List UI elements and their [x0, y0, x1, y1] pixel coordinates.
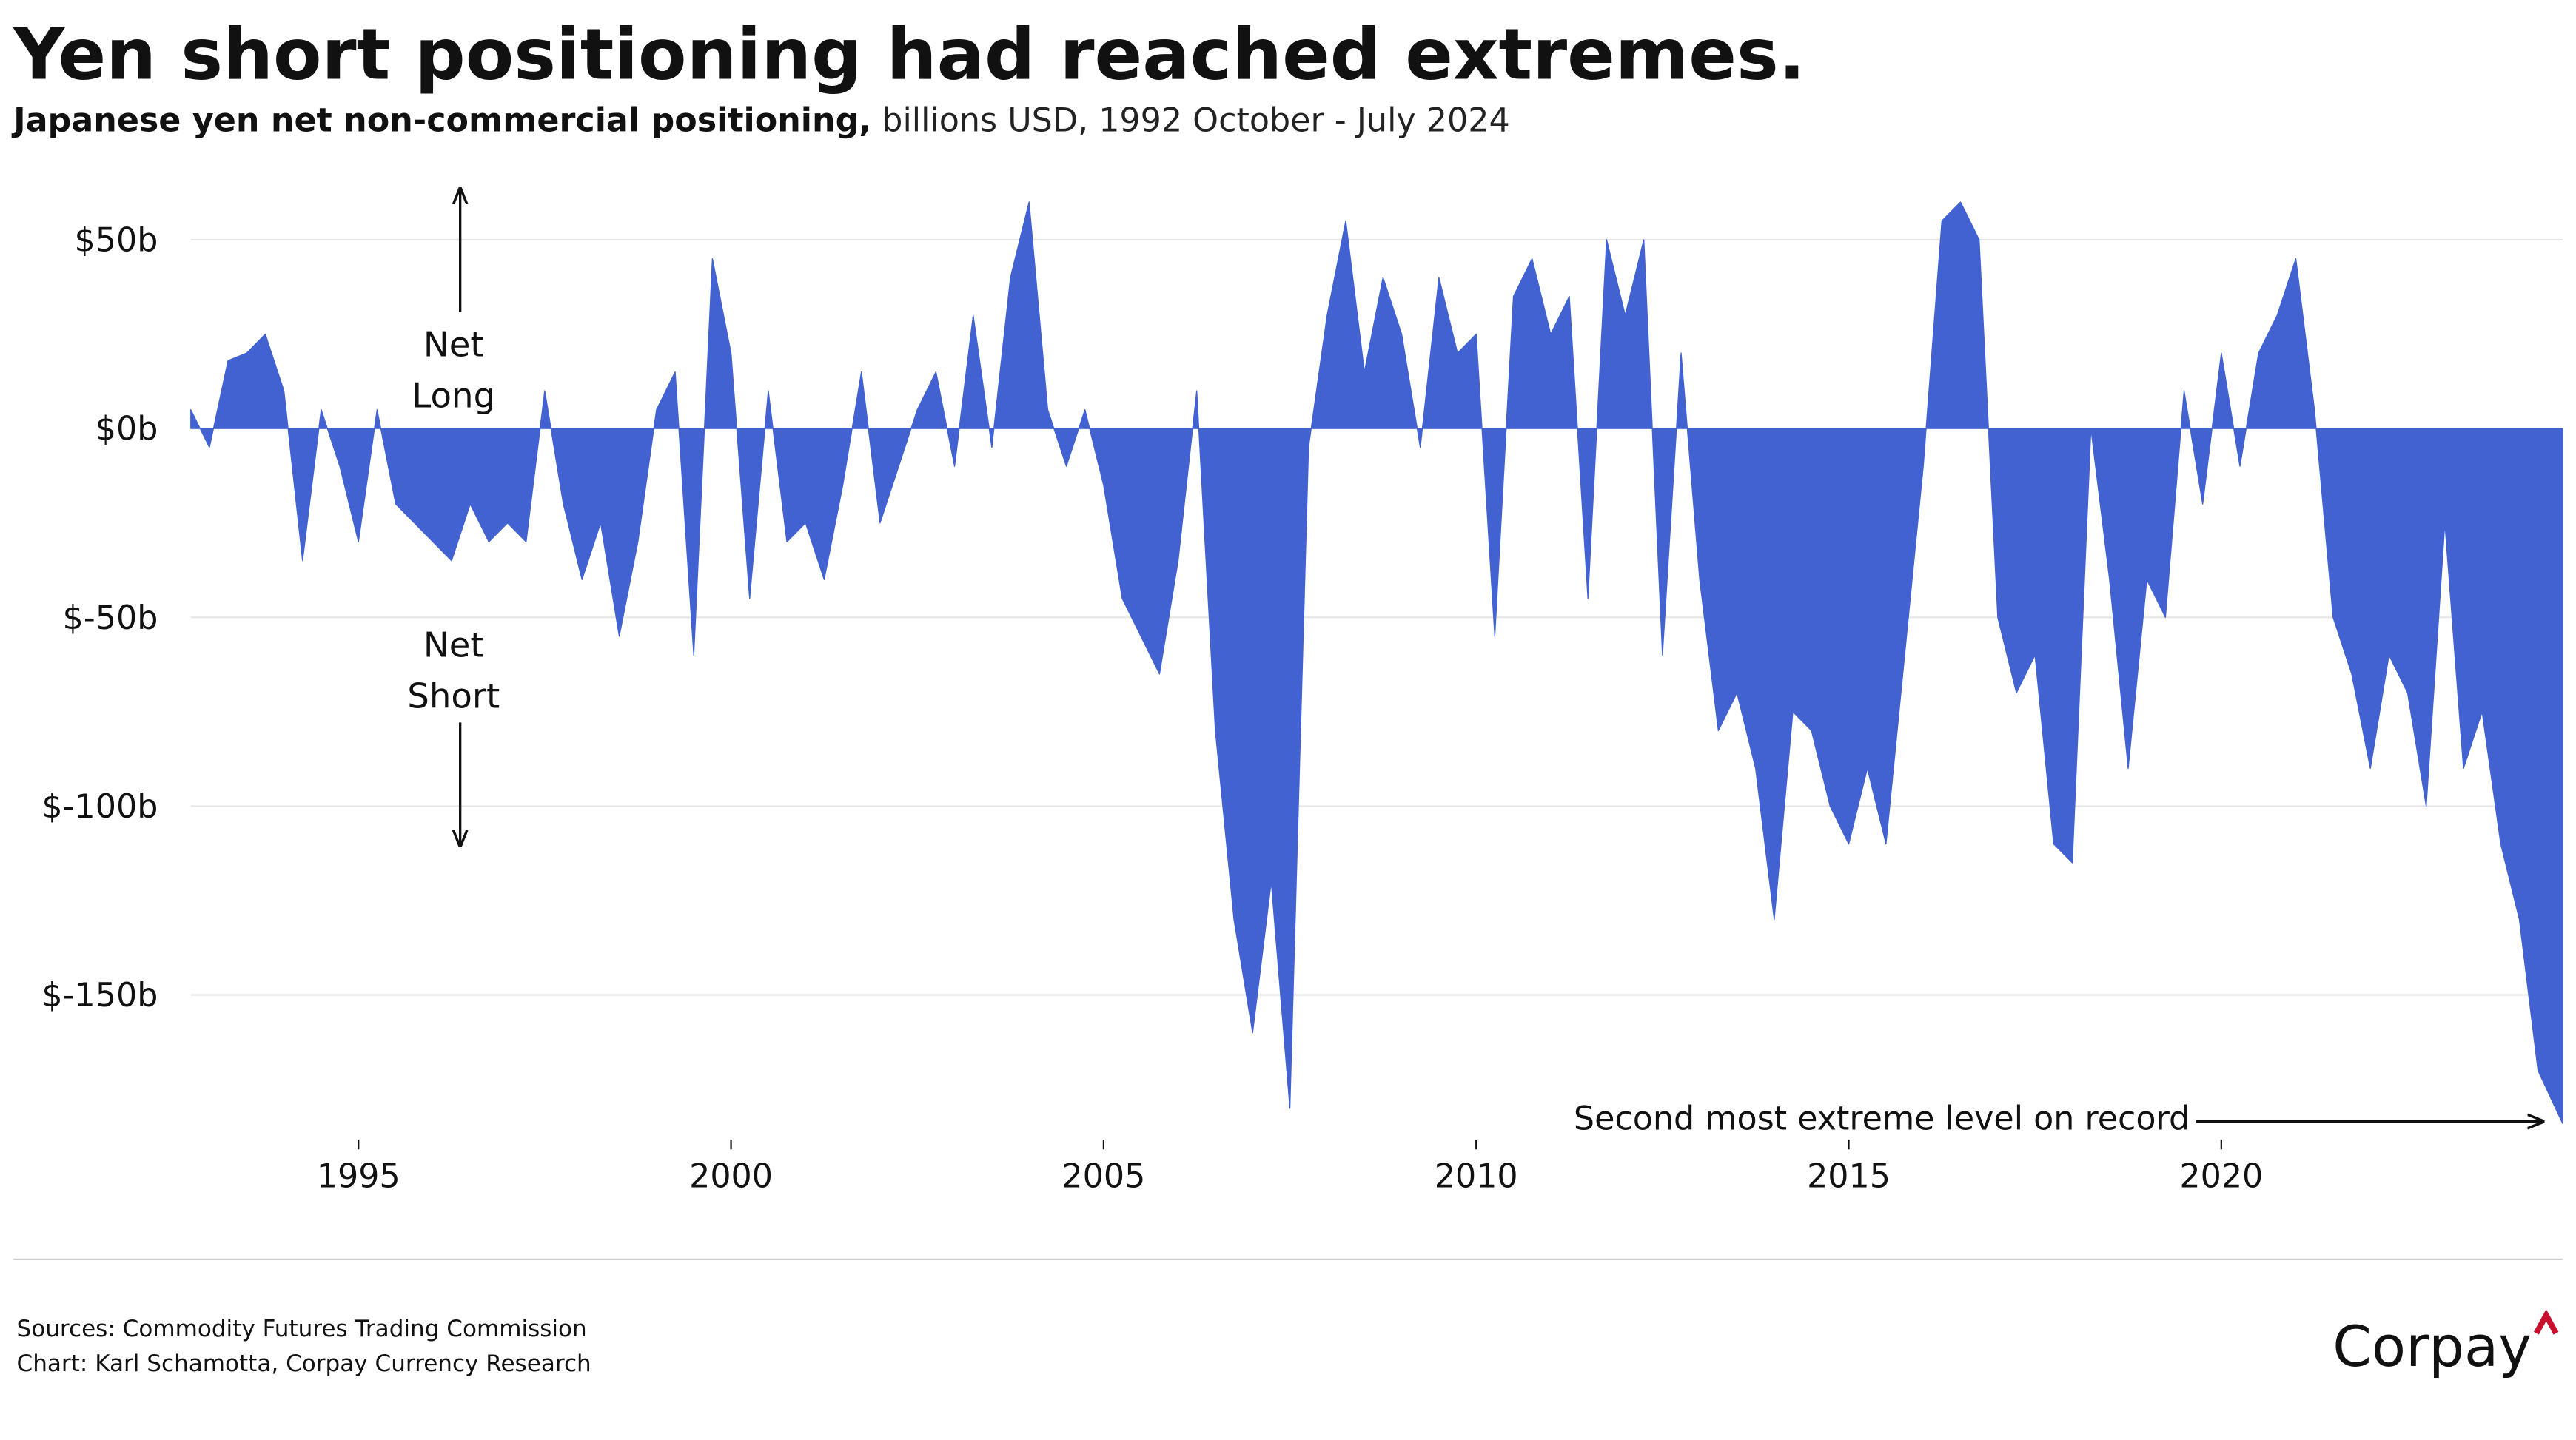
chart-title: Yen short positioning had reached extrem… — [13, 13, 1805, 96]
callout: Second most extreme level on record — [1574, 1100, 2190, 1138]
plot-area: $50b $0b $-50b $-100b $-150b 1995 2000 2005 2010… — [41, 201, 2563, 1195]
x-tick-label: 2010 — [1435, 1157, 1518, 1195]
annotation: Short — [407, 676, 500, 716]
y-tick-label: $-50b — [63, 599, 158, 637]
y-tick-label: $-100b — [41, 788, 158, 826]
subtitle-bold: Japanese yen net non-commercial position… — [11, 102, 871, 140]
x-tick-label: 1995 — [317, 1157, 400, 1195]
y-tick-label: $50b — [75, 221, 158, 259]
x-tick-label: 2020 — [2179, 1157, 2263, 1195]
annotation: Net — [423, 325, 484, 365]
x-tick-label: 2000 — [689, 1157, 773, 1195]
y-tick-label: $-150b — [41, 977, 158, 1015]
sources: Sources: Commodity Futures Trading Commi… — [17, 1316, 587, 1342]
chart-subtitle: Japanese yen net non-commercial position… — [11, 102, 1510, 140]
y-tick-label: $0b — [95, 411, 158, 448]
annotation: Long — [412, 375, 495, 415]
x-tick-label: 2015 — [1807, 1157, 1891, 1195]
logo-caret — [2533, 1309, 2559, 1335]
x-tick-label: 2005 — [1061, 1157, 1145, 1195]
credit: Chart: Karl Schamotta, Corpay Currency R… — [17, 1350, 591, 1377]
annotations: Net Long Net Short Second most extreme l… — [407, 189, 2543, 1138]
area — [190, 201, 2563, 1124]
annotation: Net — [423, 625, 484, 665]
subtitle-rest: billions USD, 1992 October - July 2024 — [882, 102, 1509, 140]
logo: Corpay — [2332, 1314, 2532, 1379]
